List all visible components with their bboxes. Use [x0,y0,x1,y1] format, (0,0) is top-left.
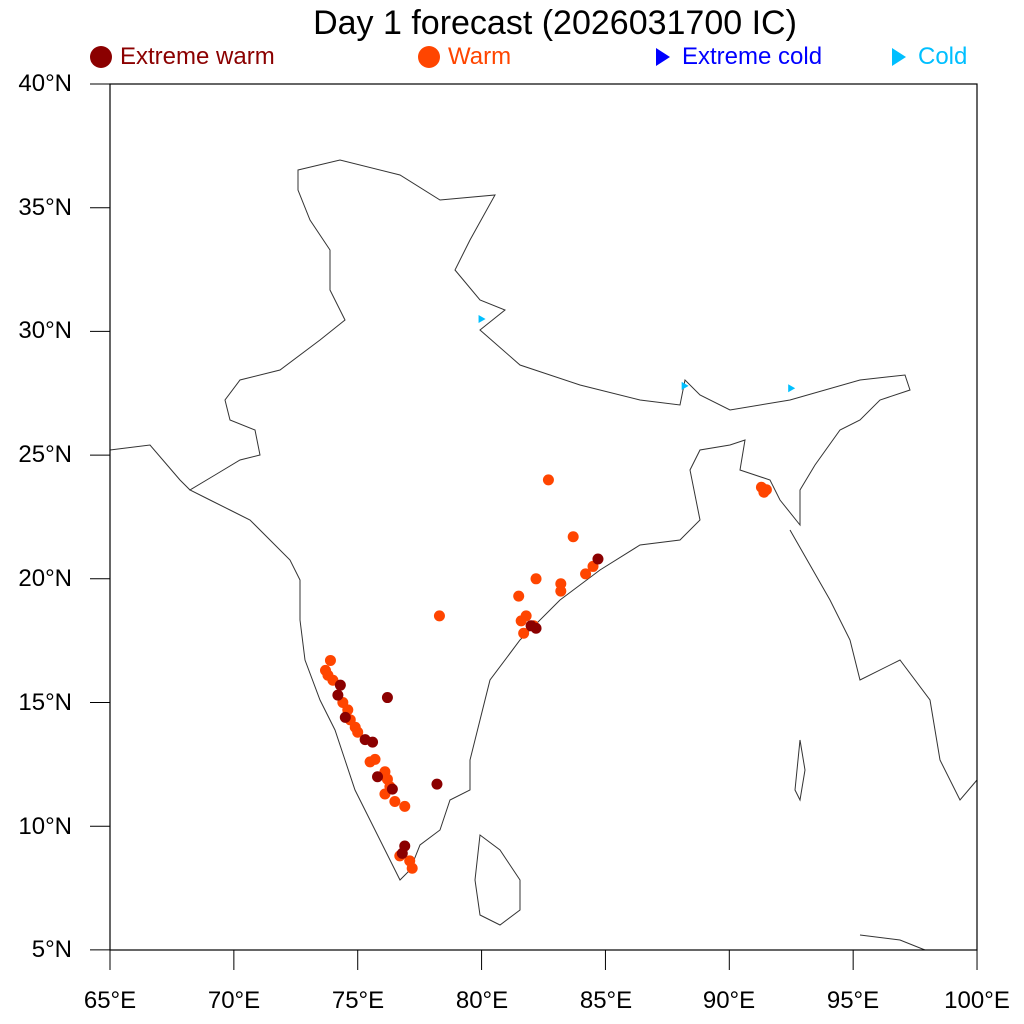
warm-marker [567,531,579,543]
extreme-warm-marker [381,692,393,704]
x-tick-label: 75°E [331,987,385,1014]
extreme-warm-marker [525,620,537,632]
y-tick-label: 20°N [18,565,72,592]
y-tick-label: 35°N [18,194,72,221]
extreme-warm-marker [367,736,379,748]
warm-marker [542,474,554,486]
y-tick-label: 30°N [18,317,72,344]
warm-marker [520,610,532,622]
warm-marker [760,484,772,496]
cold-marker [681,381,689,390]
warm-marker [433,610,445,622]
warm-marker [518,627,530,639]
warm-marker [324,654,336,666]
chart-title: Day 1 forecast (2026031700 IC) [313,4,797,42]
extreme-warm-marker [332,689,344,701]
triangle-marker-icon [892,48,906,66]
warm-marker [530,573,542,585]
y-tick-label: 15°N [18,689,72,716]
warm-marker [369,753,381,765]
cold-marker [478,315,486,324]
warm-marker [555,585,567,597]
y-tick-label: 10°N [18,813,72,840]
circle-marker-icon [90,46,112,68]
legend-label: Cold [918,43,968,70]
triangle-marker-icon [656,48,670,66]
circle-marker-icon [418,46,440,68]
legend-cold: Cold [892,43,967,71]
cold-marker [788,384,796,393]
warm-marker [389,795,401,807]
x-tick-label: 70°E [207,987,261,1014]
warm-marker [406,862,418,874]
y-tick-label: 25°N [18,441,72,468]
x-tick-label: 90°E [702,987,756,1014]
legend-warm: Warm [418,43,511,71]
legend-label: Extreme cold [682,43,823,70]
warm-marker [399,800,411,812]
x-tick-label: 65°E [83,987,137,1014]
legend-label: Warm [448,43,512,70]
x-tick-label: 95°E [826,987,880,1014]
plot-frame [109,83,978,951]
legend-label: Extreme warm [120,43,275,70]
extreme-warm-marker [592,553,604,565]
map-outline [109,159,978,951]
warm-marker [319,664,331,676]
warm-marker [580,568,592,580]
extreme-warm-marker [339,711,351,723]
x-tick-label: 85°E [579,987,633,1014]
extreme-warm-marker [372,771,384,783]
extreme-warm-marker [396,847,408,859]
legend-extreme-warm: Extreme warm [90,43,275,71]
legend-extreme-cold: Extreme cold [656,43,822,71]
x-tick-label: 80°E [455,987,509,1014]
warm-marker [513,590,525,602]
y-tick-label: 5°N [31,936,72,963]
warm-marker [352,726,364,738]
extreme-warm-marker [386,783,398,795]
x-tick-label: 100°E [944,987,1010,1014]
y-tick-label: 40°N [18,70,72,97]
extreme-warm-marker [334,679,346,691]
extreme-warm-marker [431,778,443,790]
